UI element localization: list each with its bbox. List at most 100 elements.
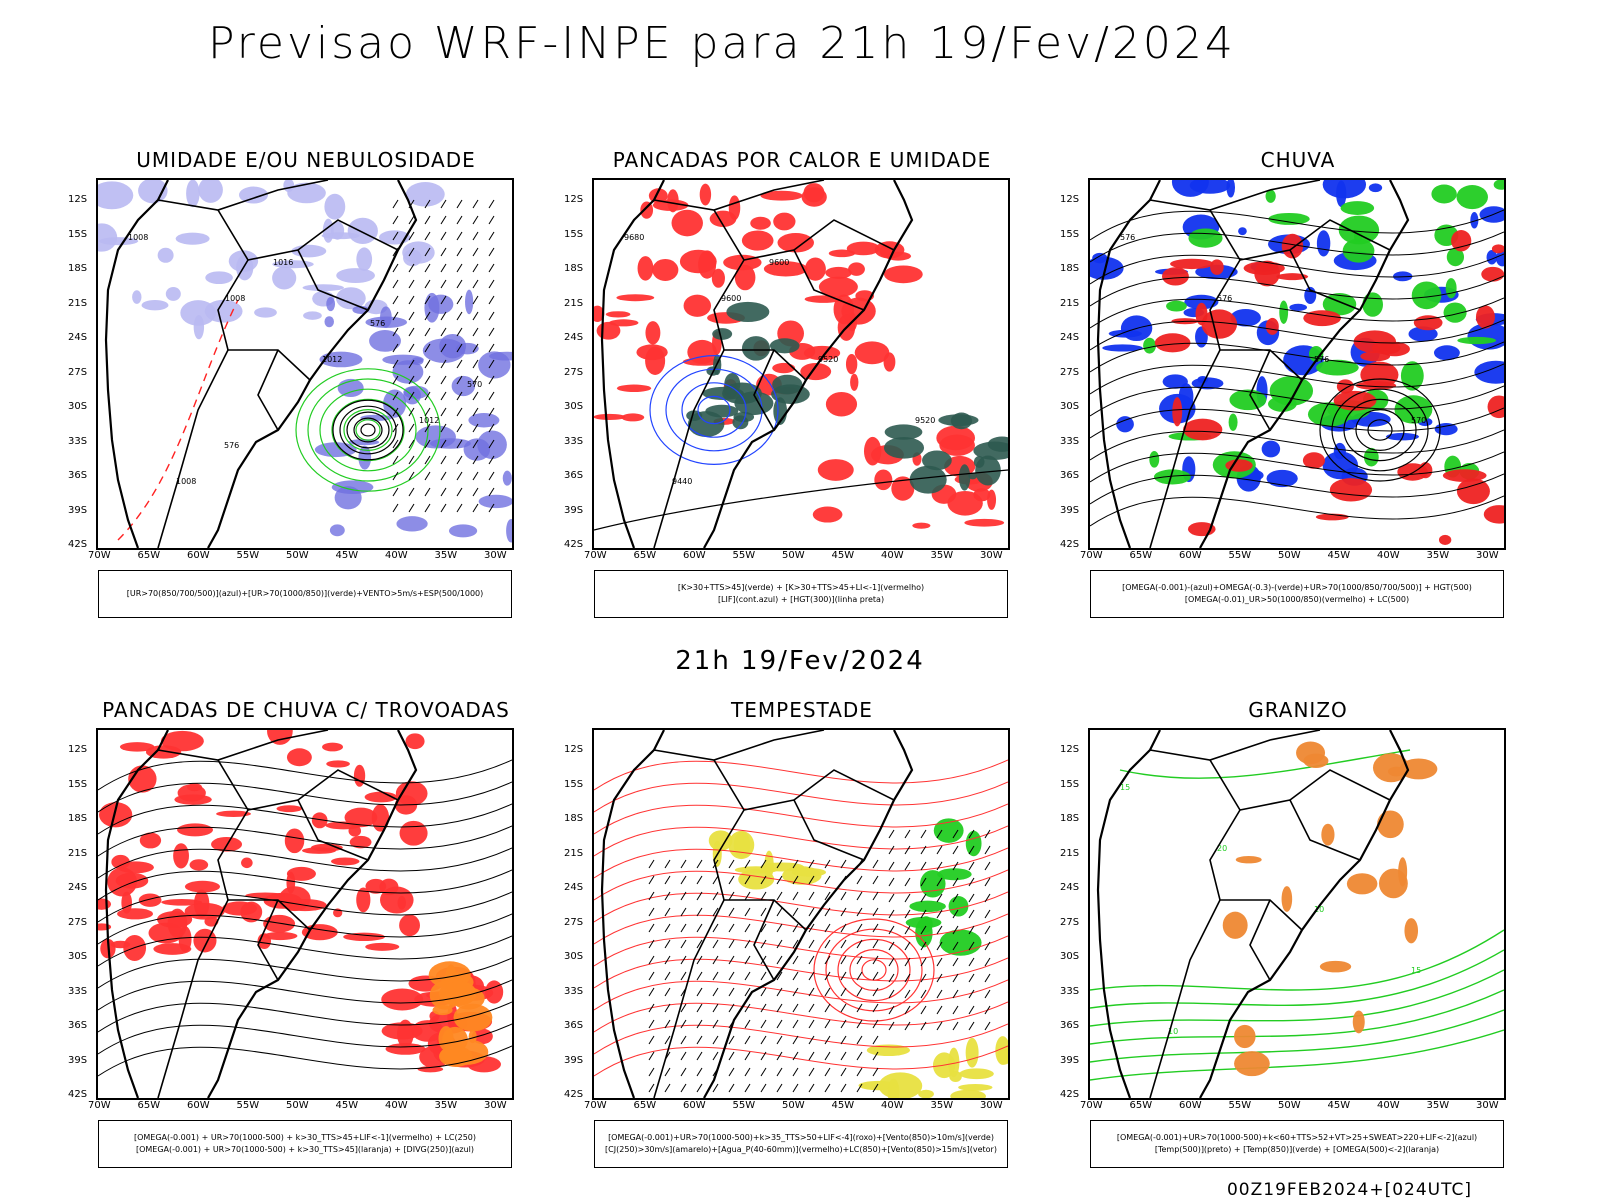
lat-tick-label: 30S	[564, 951, 584, 962]
lon-tick-label: 45W	[831, 1100, 855, 1111]
lat-tick-label: 42S	[68, 539, 88, 550]
contour-label: 1008	[128, 233, 148, 242]
lon-tick-label: 65W	[137, 1100, 161, 1111]
humidity-contours	[295, 368, 441, 492]
storm-fill-red	[98, 730, 428, 961]
lat-tick-label: 42S	[1060, 1089, 1080, 1100]
coastline-east	[207, 180, 418, 548]
lat-tick-label: 36S	[68, 470, 88, 481]
wind850-vectors-ocean	[888, 829, 991, 1031]
lon-tick-label: 65W	[137, 550, 161, 561]
lat-tick-label: 24S	[564, 882, 584, 893]
lon-tick-label: 60W	[1179, 1100, 1202, 1111]
country-border	[793, 219, 895, 251]
country-border	[1149, 899, 1221, 1098]
lat-tick-label: 21S	[68, 847, 88, 859]
contour-label: 9520	[915, 416, 935, 425]
k-tts-li-fill-red-ocean	[812, 425, 1005, 529]
lon-tick-label: 50W	[782, 550, 805, 561]
lon-tick-label: 60W	[187, 550, 210, 561]
legend-line: [K>30+TTS>45](verde) + [K>30+TTS>45+LI<-…	[677, 583, 925, 592]
legend-umidade: [UR>70(850/700/500)](azul)+[UR>70(1000/8…	[98, 570, 512, 618]
lat-tick-label: 18S	[1060, 813, 1080, 824]
lon-tick-label: 55W	[732, 550, 756, 561]
panel-title: UMIDADE E/OU NEBULOSIDADE	[136, 148, 476, 172]
lon-tick-label: 55W	[1228, 550, 1252, 561]
pressure-isobars	[332, 399, 404, 461]
lat-tick-label: 36S	[564, 470, 584, 481]
lon-tick-label: 55W	[732, 1100, 756, 1111]
lat-tick-label: 24S	[68, 882, 88, 893]
lon-tick-label: 60W	[683, 550, 706, 561]
lon-tick-label: 35W	[930, 550, 954, 561]
lat-tick-label: 12S	[564, 194, 584, 205]
panel-umidade: UMIDADE E/OU NEBULOSIDADE 1008 1008 1012 10…	[68, 142, 516, 622]
country-border	[1249, 349, 1271, 431]
lon-tick-label: 45W	[831, 550, 855, 561]
coastline-west	[600, 730, 665, 1098]
lon-tick-label: 35W	[434, 550, 458, 561]
lon-tick-label: 50W	[782, 1100, 805, 1111]
lon-tick-label: 55W	[236, 1100, 260, 1111]
country-border	[157, 180, 329, 211]
lon-tick-label: 45W	[335, 550, 359, 561]
lat-tick-label: 39S	[68, 504, 88, 516]
lat-tick-label: 39S	[1060, 1054, 1080, 1066]
map-tempestade	[592, 728, 1010, 1100]
legend-line: [OMEGA(-0.001)+UR>70(1000-500)+k>35_TTS>…	[608, 1133, 994, 1142]
contour-label: 15	[1411, 966, 1421, 975]
lat-tick-label: 15S	[68, 778, 88, 790]
lon-tick-label: 55W	[1228, 1100, 1252, 1111]
country-border	[257, 899, 279, 981]
lat-tick-label: 18S	[68, 813, 88, 824]
contour-label: 9600	[721, 294, 741, 303]
lat-tick-label: 24S	[1060, 882, 1080, 893]
lat-tick-label: 36S	[1060, 470, 1080, 481]
hgt300-line	[594, 469, 1008, 531]
lat-tick-label: 30S	[68, 401, 88, 412]
lat-tick-label: 15S	[564, 228, 584, 240]
lon-tick-label: 40W	[385, 550, 408, 561]
lon-tick-label: 40W	[385, 1100, 408, 1111]
lat-tick-label: 12S	[68, 194, 88, 205]
lon-tick-label: 60W	[683, 1100, 706, 1111]
country-border	[653, 730, 825, 761]
country-border	[793, 769, 895, 801]
coastline-east	[207, 730, 418, 1098]
contour-label: 10	[1314, 905, 1324, 914]
country-border	[1209, 759, 1361, 861]
wind-vectors	[392, 199, 495, 513]
coastline-east	[703, 180, 914, 548]
lat-tick-label: 42S	[564, 539, 584, 550]
lon-tick-label: 30W	[484, 550, 507, 561]
coastline-east	[1199, 180, 1410, 548]
contour-label: 9440	[672, 477, 692, 486]
country-border	[653, 349, 725, 548]
lat-tick-label: 21S	[564, 847, 584, 859]
thickness-dashed-line	[117, 299, 239, 541]
panel-title: PANCADAS DE CHUVA C/ TROVOADAS	[102, 698, 510, 722]
contour-label: 570	[467, 380, 482, 389]
coastline-west	[104, 180, 169, 548]
lat-tick-label: 36S	[1060, 1020, 1080, 1031]
lc250-streamlines	[98, 759, 512, 1077]
map-trovoadas	[96, 728, 514, 1100]
lat-tick-label: 21S	[564, 297, 584, 309]
lat-tick-label: 39S	[1060, 504, 1080, 516]
coastline-west	[1096, 180, 1161, 548]
panel-title: GRANIZO	[1248, 698, 1348, 722]
contour-label: 1012	[322, 355, 342, 364]
jet-fill-yellow-south	[858, 1036, 1008, 1098]
legend-line: [OMEGA(-0.001)-(azul)+OMEGA(-0.3)-(verde…	[1122, 583, 1472, 592]
lat-tick-label: 42S	[564, 1089, 584, 1100]
lat-tick-label: 15S	[1060, 778, 1080, 790]
lon-tick-label: 45W	[1327, 1100, 1351, 1111]
lon-tick-label: 50W	[1278, 1100, 1301, 1111]
panel-title: TEMPESTADE	[731, 698, 873, 722]
lat-tick-label: 36S	[564, 1020, 584, 1031]
lon-tick-label: 50W	[1278, 550, 1301, 561]
lon-tick-label: 60W	[1179, 550, 1202, 561]
lon-tick-label: 40W	[881, 550, 904, 561]
lat-tick-label: 27S	[564, 366, 584, 378]
contour-label: 9520	[818, 355, 838, 364]
